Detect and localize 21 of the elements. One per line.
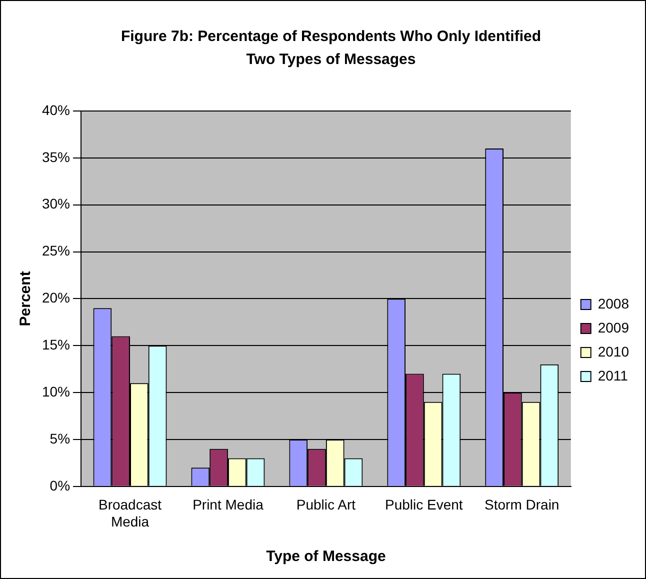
y-tick-label: 35% bbox=[42, 148, 70, 165]
y-tick-label: 25% bbox=[42, 242, 70, 259]
x-axis-title: Type of Message bbox=[266, 548, 386, 566]
y-tick-label: 40% bbox=[42, 102, 70, 118]
chart-title: Figure 7b: Percentage of Respondents Who Only Identified Two Types of Messages bbox=[120, 27, 542, 70]
y-tick-label: 5% bbox=[50, 430, 70, 446]
y-tick-label: 30% bbox=[42, 196, 70, 212]
x-tick-label: Print Media bbox=[192, 496, 264, 513]
y-tick-label: 0% bbox=[50, 477, 70, 494]
x-tick-label: Public Art bbox=[296, 496, 356, 513]
y-tick-label: 10% bbox=[42, 383, 70, 400]
legend-label: 2009 bbox=[598, 319, 630, 336]
y-tick-label: 15% bbox=[42, 336, 70, 352]
legend-label: 2011 bbox=[598, 367, 628, 384]
y-tick-label: 20% bbox=[42, 290, 70, 306]
x-tick-label: Broadcast Media bbox=[98, 496, 162, 530]
x-tick-label: Public Event bbox=[384, 496, 463, 513]
x-tick-label: Storm Drain bbox=[484, 496, 560, 513]
y-axis-title: Percent bbox=[17, 271, 34, 326]
legend-label: 2010 bbox=[598, 343, 630, 360]
legend-label: 2008 bbox=[598, 295, 630, 312]
